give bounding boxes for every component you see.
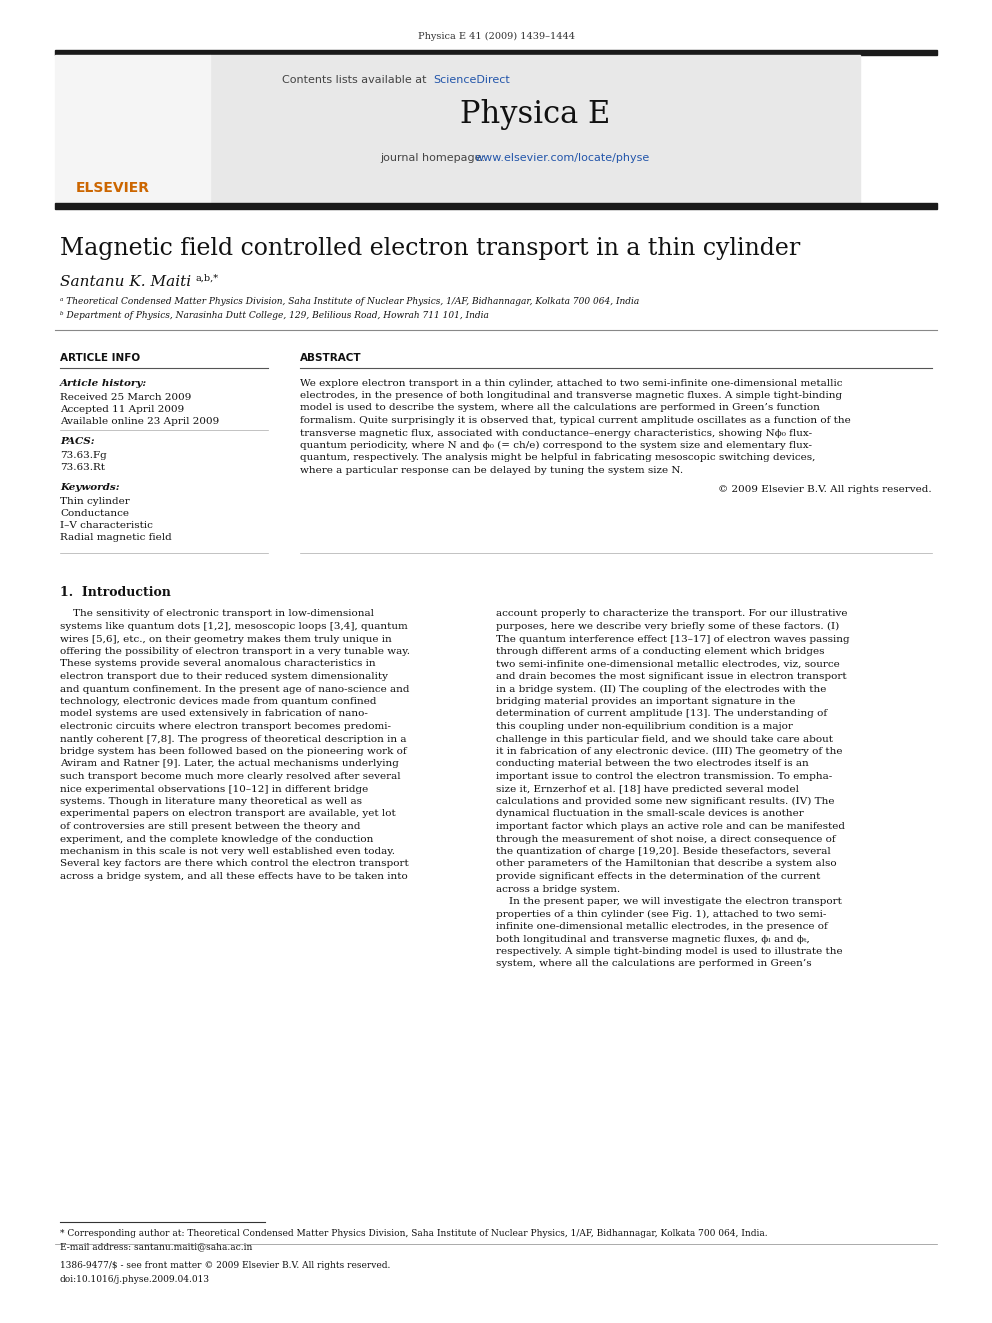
Text: transverse magnetic flux, associated with conductance–energy characteristics, sh: transverse magnetic flux, associated wit… (300, 429, 812, 438)
Text: 1.  Introduction: 1. Introduction (60, 586, 171, 598)
Text: properties of a thin cylinder (see Fig. 1), attached to two semi-: properties of a thin cylinder (see Fig. … (496, 909, 826, 918)
Text: ᵃ Theoretical Condensed Matter Physics Division, Saha Institute of Nuclear Physi: ᵃ Theoretical Condensed Matter Physics D… (60, 298, 639, 307)
Bar (210, 56, 860, 202)
Text: and drain becomes the most significant issue in electron transport: and drain becomes the most significant i… (496, 672, 846, 681)
Text: Keywords:: Keywords: (60, 483, 120, 492)
Text: nantly coherent [7,8]. The progress of theoretical description in a: nantly coherent [7,8]. The progress of t… (60, 734, 407, 744)
Text: purposes, here we describe very briefly some of these factors. (I): purposes, here we describe very briefly … (496, 622, 839, 631)
Text: Santanu K. Maiti: Santanu K. Maiti (60, 275, 191, 288)
Text: * Corresponding author at: Theoretical Condensed Matter Physics Division, Saha I: * Corresponding author at: Theoretical C… (60, 1229, 768, 1238)
Text: model is used to describe the system, where all the calculations are performed i: model is used to describe the system, wh… (300, 404, 819, 413)
Text: bridging material provides an important signature in the: bridging material provides an important … (496, 697, 796, 706)
Text: dynamical fluctuation in the small-scale devices is another: dynamical fluctuation in the small-scale… (496, 810, 804, 819)
Text: 73.63.Rt: 73.63.Rt (60, 463, 105, 471)
Text: www.elsevier.com/locate/physe: www.elsevier.com/locate/physe (475, 153, 650, 163)
Text: electrodes, in the presence of both longitudinal and transverse magnetic fluxes.: electrodes, in the presence of both long… (300, 392, 842, 400)
Text: ScienceDirect: ScienceDirect (433, 75, 510, 85)
Text: formalism. Quite surprisingly it is observed that, typical current amplitude osc: formalism. Quite surprisingly it is obse… (300, 415, 851, 425)
Text: both longitudinal and transverse magnetic fluxes, ϕₗ and ϕₜ,: both longitudinal and transverse magneti… (496, 934, 809, 943)
Text: offering the possibility of electron transport in a very tunable way.: offering the possibility of electron tra… (60, 647, 410, 656)
Text: nice experimental observations [10–12] in different bridge: nice experimental observations [10–12] i… (60, 785, 368, 794)
Text: technology, electronic devices made from quantum confined: technology, electronic devices made from… (60, 697, 377, 706)
Text: mechanism in this scale is not very well established even today.: mechanism in this scale is not very well… (60, 847, 395, 856)
Text: where a particular response can be delayed by tuning the system size N.: where a particular response can be delay… (300, 466, 683, 475)
Text: Physica E: Physica E (460, 99, 610, 131)
Bar (55, 50, 937, 56)
Text: other parameters of the Hamiltonian that describe a system also: other parameters of the Hamiltonian that… (496, 860, 836, 868)
Text: account properly to characterize the transport. For our illustrative: account properly to characterize the tra… (496, 610, 847, 618)
Bar (55, 56, 210, 202)
Text: journal homepage:: journal homepage: (380, 153, 489, 163)
Text: through the measurement of shot noise, a direct consequence of: through the measurement of shot noise, a… (496, 835, 835, 844)
Text: systems. Though in literature many theoretical as well as: systems. Though in literature many theor… (60, 796, 362, 806)
Text: These systems provide several anomalous characteristics in: These systems provide several anomalous … (60, 659, 376, 668)
Text: this coupling under non-equilibrium condition is a major: this coupling under non-equilibrium cond… (496, 722, 793, 732)
Text: and quantum confinement. In the present age of nano-science and: and quantum confinement. In the present … (60, 684, 410, 693)
Text: two semi-infinite one-dimensional metallic electrodes, viz, source: two semi-infinite one-dimensional metall… (496, 659, 840, 668)
Text: Several key factors are there which control the electron transport: Several key factors are there which cont… (60, 860, 409, 868)
Text: Article history:: Article history: (60, 378, 147, 388)
Text: systems like quantum dots [1,2], mesoscopic loops [3,4], quantum: systems like quantum dots [1,2], mesosco… (60, 622, 408, 631)
Text: experiment, and the complete knowledge of the conduction: experiment, and the complete knowledge o… (60, 835, 373, 844)
Text: 1386-9477/$ - see front matter © 2009 Elsevier B.V. All rights reserved.: 1386-9477/$ - see front matter © 2009 El… (60, 1262, 391, 1270)
Text: size it, Ernzerhof et al. [18] have predicted several model: size it, Ernzerhof et al. [18] have pred… (496, 785, 799, 794)
Text: in a bridge system. (II) The coupling of the electrodes with the: in a bridge system. (II) The coupling of… (496, 684, 826, 693)
Text: respectively. A simple tight-binding model is used to illustrate the: respectively. A simple tight-binding mod… (496, 947, 842, 957)
Text: Contents lists available at: Contents lists available at (282, 75, 430, 85)
Text: of controversies are still present between the theory and: of controversies are still present betwe… (60, 822, 360, 831)
Text: Received 25 March 2009: Received 25 March 2009 (60, 393, 191, 401)
Text: Radial magnetic field: Radial magnetic field (60, 532, 172, 541)
Text: important factor which plays an active role and can be manifested: important factor which plays an active r… (496, 822, 845, 831)
Text: provide significant effects in the determination of the current: provide significant effects in the deter… (496, 872, 820, 881)
Text: challenge in this particular field, and we should take care about: challenge in this particular field, and … (496, 734, 833, 744)
Text: doi:10.1016/j.physe.2009.04.013: doi:10.1016/j.physe.2009.04.013 (60, 1274, 210, 1283)
Text: it in fabrication of any electronic device. (III) The geometry of the: it in fabrication of any electronic devi… (496, 747, 842, 755)
Text: important issue to control the electron transmission. To empha-: important issue to control the electron … (496, 773, 832, 781)
Text: Thin cylinder: Thin cylinder (60, 496, 130, 505)
Text: bridge system has been followed based on the pioneering work of: bridge system has been followed based on… (60, 747, 407, 755)
Text: electronic circuits where electron transport becomes predomi-: electronic circuits where electron trans… (60, 722, 391, 732)
Bar (55, 202, 937, 209)
Text: calculations and provided some new significant results. (IV) The: calculations and provided some new signi… (496, 796, 834, 806)
Text: such transport become much more clearly resolved after several: such transport become much more clearly … (60, 773, 401, 781)
Text: system, where all the calculations are performed in Green’s: system, where all the calculations are p… (496, 959, 811, 968)
Text: Accepted 11 April 2009: Accepted 11 April 2009 (60, 405, 185, 414)
Text: Magnetic field controlled electron transport in a thin cylinder: Magnetic field controlled electron trans… (60, 237, 801, 259)
Text: quantum periodicity, where N and ϕ₀ (= ch/e) correspond to the system size and e: quantum periodicity, where N and ϕ₀ (= c… (300, 441, 812, 450)
Text: Aviram and Ratner [9]. Later, the actual mechanisms underlying: Aviram and Ratner [9]. Later, the actual… (60, 759, 399, 769)
Text: Conductance: Conductance (60, 508, 129, 517)
Text: I–V characteristic: I–V characteristic (60, 520, 153, 529)
Text: ELSEVIER: ELSEVIER (76, 181, 150, 194)
Text: a,b,*: a,b,* (196, 274, 219, 283)
Text: The sensitivity of electronic transport in low-dimensional: The sensitivity of electronic transport … (60, 610, 374, 618)
Text: across a bridge system, and all these effects have to be taken into: across a bridge system, and all these ef… (60, 872, 408, 881)
Text: experimental papers on electron transport are available, yet lot: experimental papers on electron transpor… (60, 810, 396, 819)
Text: ARTICLE INFO: ARTICLE INFO (60, 353, 140, 363)
Text: The quantum interference effect [13–17] of electron waves passing: The quantum interference effect [13–17] … (496, 635, 849, 643)
Text: E-mail address: santanu.maiti@saha.ac.in: E-mail address: santanu.maiti@saha.ac.in (60, 1242, 252, 1252)
Text: 73.63.Fg: 73.63.Fg (60, 451, 107, 459)
Text: quantum, respectively. The analysis might be helpful in fabricating mesoscopic s: quantum, respectively. The analysis migh… (300, 454, 815, 463)
Text: We explore electron transport in a thin cylinder, attached to two semi-infinite : We explore electron transport in a thin … (300, 378, 842, 388)
Text: ᵇ Department of Physics, Narasinha Dutt College, 129, Belilious Road, Howrah 711: ᵇ Department of Physics, Narasinha Dutt … (60, 311, 489, 320)
Text: conducting material between the two electrodes itself is an: conducting material between the two elec… (496, 759, 808, 769)
Text: Physica E 41 (2009) 1439–1444: Physica E 41 (2009) 1439–1444 (418, 32, 574, 41)
Text: electron transport due to their reduced system dimensionality: electron transport due to their reduced … (60, 672, 388, 681)
Text: infinite one-dimensional metallic electrodes, in the presence of: infinite one-dimensional metallic electr… (496, 922, 827, 931)
Text: determination of current amplitude [13]. The understanding of: determination of current amplitude [13].… (496, 709, 827, 718)
Text: the quantization of charge [19,20]. Beside thesefactors, several: the quantization of charge [19,20]. Besi… (496, 847, 830, 856)
Text: In the present paper, we will investigate the electron transport: In the present paper, we will investigat… (496, 897, 842, 906)
Text: across a bridge system.: across a bridge system. (496, 885, 620, 893)
Text: Available online 23 April 2009: Available online 23 April 2009 (60, 417, 219, 426)
Text: wires [5,6], etc., on their geometry makes them truly unique in: wires [5,6], etc., on their geometry mak… (60, 635, 392, 643)
Text: model systems are used extensively in fabrication of nano-: model systems are used extensively in fa… (60, 709, 368, 718)
Text: through different arms of a conducting element which bridges: through different arms of a conducting e… (496, 647, 824, 656)
Text: © 2009 Elsevier B.V. All rights reserved.: © 2009 Elsevier B.V. All rights reserved… (718, 486, 932, 495)
Text: PACS:: PACS: (60, 438, 94, 446)
Text: ABSTRACT: ABSTRACT (300, 353, 362, 363)
